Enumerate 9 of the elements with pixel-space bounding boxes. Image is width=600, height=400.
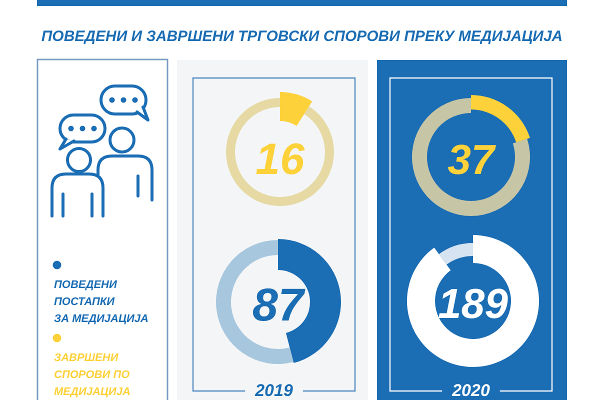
text: 87: [252, 278, 306, 331]
legend-label: ПОВЕДЕНИ ПОСТАПКИ ЗА МЕДИЈАЦИЈА: [54, 279, 149, 325]
text: 189: [438, 280, 509, 328]
text: 2020: [451, 381, 490, 400]
chart-title: ПОВЕДЕНИ И ЗАВРШЕНИ ТРГОВСКИ СПОРОВИ ПРЕКУ МЕДИЈАЦИЈА: [41, 28, 563, 45]
text: 37: [448, 136, 496, 184]
text: 16: [256, 134, 305, 184]
legend-label: ЗАВРШЕНИ СПОРОВИ ПО МЕДИЈАЦИЈА: [54, 352, 133, 398]
text: 2019: [254, 381, 294, 400]
